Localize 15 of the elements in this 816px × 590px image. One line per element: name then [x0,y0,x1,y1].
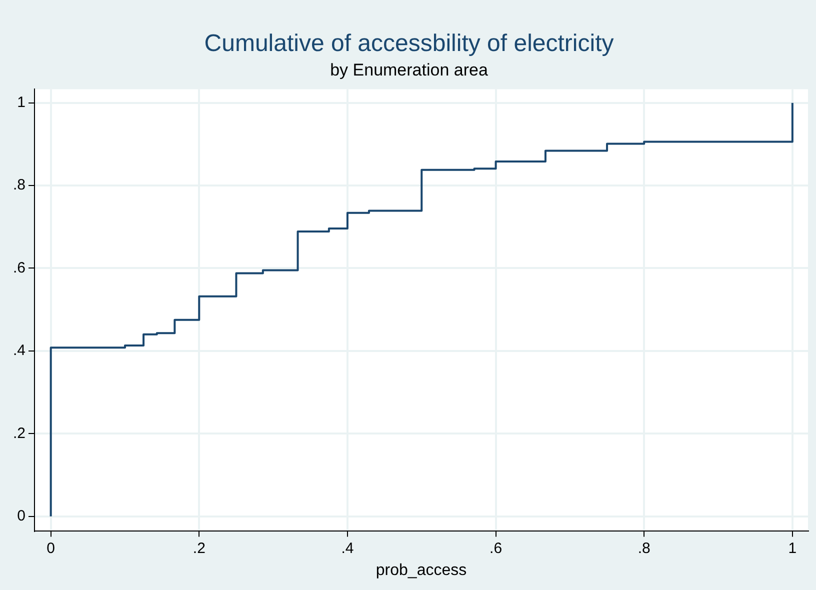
x-tick-label: 0 [46,540,55,557]
x-tick-label: 1 [788,540,797,557]
x-tick-label: .2 [192,540,206,557]
chart-title: Cumulative of accessbility of electricity [204,30,614,58]
y-tick-label: .4 [12,342,26,360]
x-tick-label: .6 [490,540,502,557]
y-tick-label: 0 [17,507,26,524]
y-tick-label: .6 [12,259,26,276]
x-tick-label: .4 [341,540,354,557]
y-tick-label: 1 [17,94,26,111]
chart-subtitle: by Enumeration area [330,60,488,80]
x-tick-label: .8 [638,540,650,557]
y-tick-label: .2 [12,424,26,442]
x-axis-title: prob_access [376,562,467,579]
y-tick-label: .8 [12,176,26,194]
